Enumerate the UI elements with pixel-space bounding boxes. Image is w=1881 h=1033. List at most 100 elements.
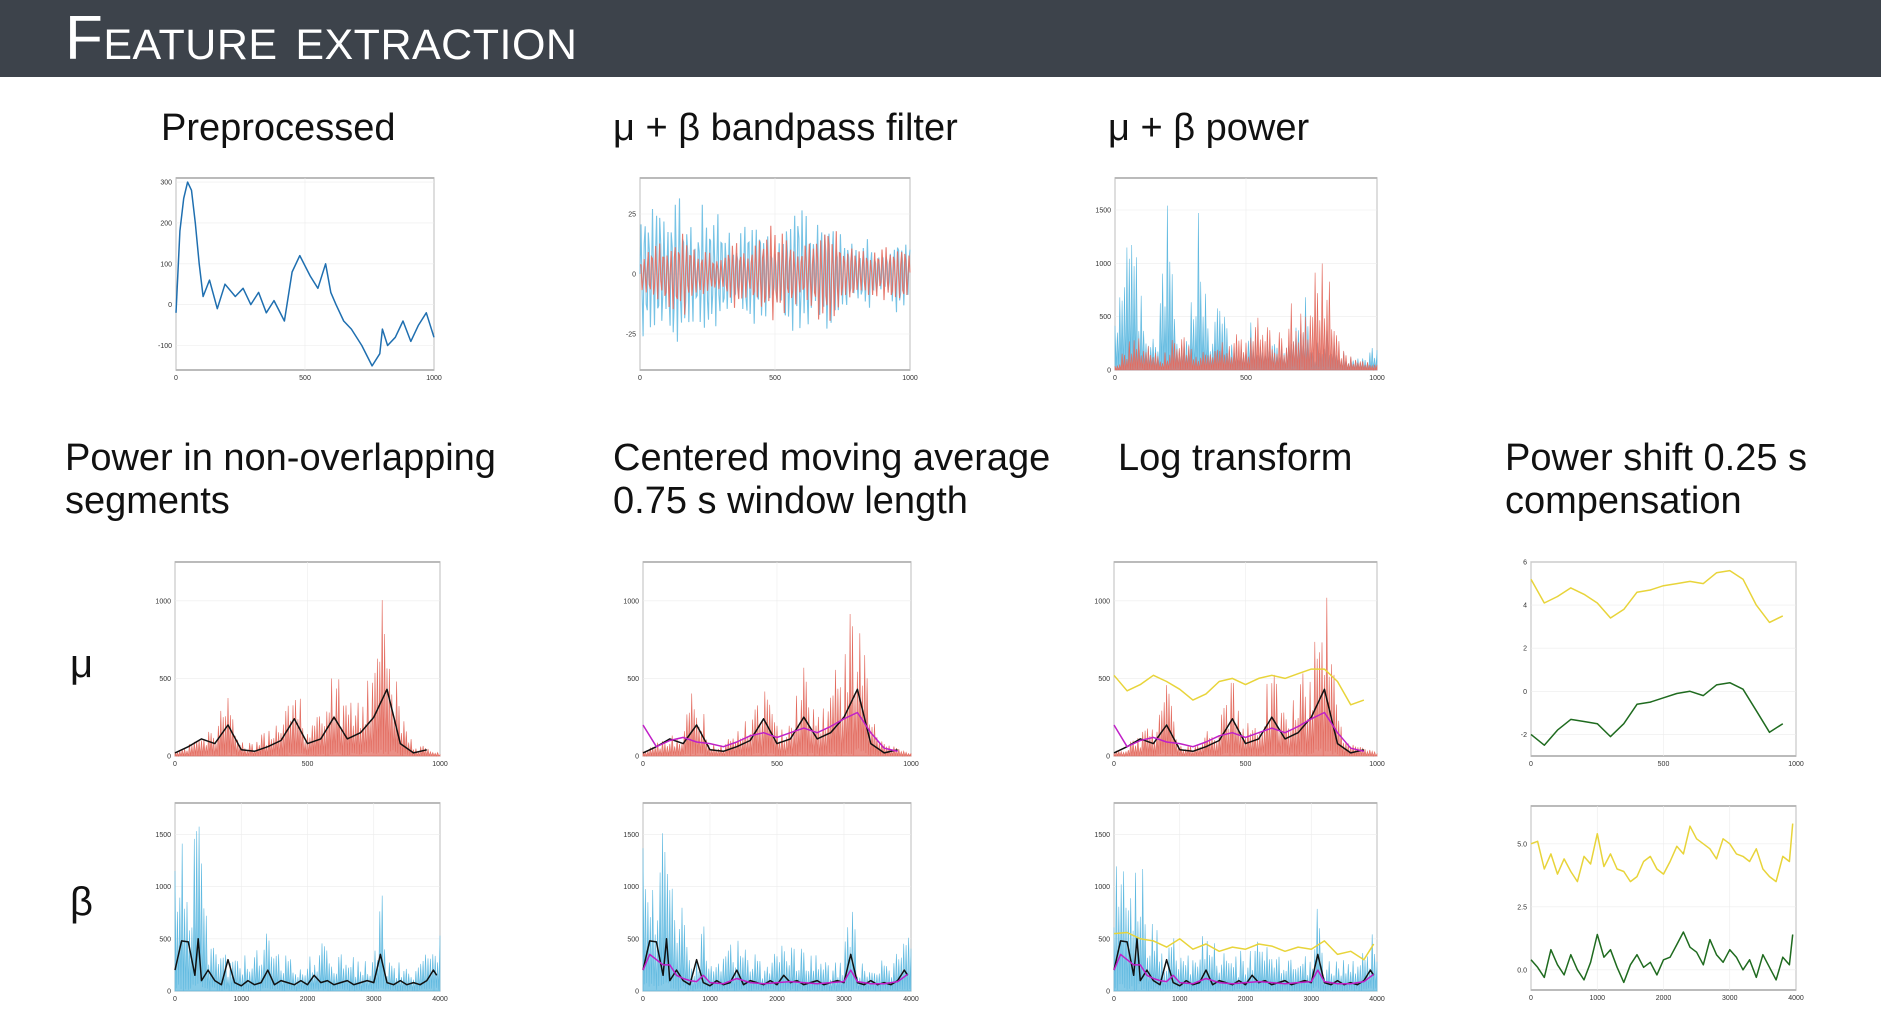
y-tick-label: 0: [1106, 989, 1110, 996]
x-tick-label: 500: [299, 375, 311, 382]
y-tick-label: 1000: [1094, 598, 1110, 605]
x-tick-label: 0: [641, 761, 645, 768]
y-tick-label: 0: [632, 272, 636, 279]
y-tick-label: 200: [160, 220, 172, 227]
label-preprocessed: Preprocessed: [161, 107, 396, 149]
x-tick-label: 1000: [1788, 761, 1804, 768]
y-tick-label: 1000: [623, 598, 639, 605]
label-moving-average: Centered moving average 0.75 s window le…: [613, 437, 1050, 523]
y-tick-label: 1500: [1094, 832, 1110, 839]
y-tick-label: 0: [1106, 754, 1110, 761]
y-tick-label: 1000: [155, 598, 171, 605]
label-power-shift: Power shift 0.25 s compensation: [1505, 437, 1807, 523]
y-tick-label: 0: [167, 989, 171, 996]
series-line: [174, 938, 438, 987]
x-tick-label: 3000: [836, 996, 852, 1003]
x-tick-label: 0: [1112, 996, 1116, 1003]
label-power-shift-line1: Power shift 0.25 s: [1505, 437, 1808, 479]
x-tick-label: 2000: [769, 996, 785, 1003]
label-segments-line2: segments: [65, 480, 230, 522]
y-tick-label: 1000: [155, 884, 171, 891]
series-line: [1113, 688, 1365, 754]
row-label-beta: β: [70, 880, 94, 924]
series-line: [1530, 681, 1784, 746]
y-tick-label: 1000: [1095, 261, 1111, 268]
chart-power: 0 500 1000 1500 1000 500 0: [1089, 172, 1385, 388]
chart-bandpass: 0 500 1000 25 0 -25: [614, 172, 918, 388]
y-tick-label: 500: [1098, 936, 1110, 943]
x-tick-label: 4000: [1369, 996, 1385, 1003]
x-tick-label: 1000: [233, 996, 249, 1003]
chart-beta-moving-average: 0 1000 2000 3000 4000 1500 1000 500 0: [617, 797, 919, 1009]
x-tick-label: 0: [1529, 995, 1533, 1002]
chart-beta-segments: 0 1000 2000 3000 4000 1500 1000 500 0: [149, 797, 448, 1009]
y-tick-label: 0.0: [1517, 967, 1527, 974]
x-tick-label: 500: [1240, 375, 1252, 382]
y-tick-label: 5.0: [1517, 841, 1527, 848]
series-line: [1113, 668, 1365, 706]
y-tick-label: 2.5: [1517, 904, 1527, 911]
x-tick-label: 500: [771, 761, 783, 768]
x-tick-label: 1000: [1369, 761, 1385, 768]
x-tick-label: 3000: [366, 996, 382, 1003]
x-tick-label: 0: [1112, 761, 1116, 768]
label-power: μ + β power: [1108, 107, 1310, 149]
series-spikes: [1114, 263, 1378, 371]
x-tick-label: 2000: [300, 996, 316, 1003]
series-line: [642, 688, 898, 754]
x-tick-label: 0: [641, 996, 645, 1003]
y-tick-label: 1000: [623, 884, 639, 891]
x-tick-label: 500: [1240, 761, 1252, 768]
x-tick-label: 500: [769, 375, 781, 382]
series-spikes: [642, 613, 912, 758]
x-tick-label: 0: [174, 375, 178, 382]
x-tick-label: 0: [1113, 375, 1117, 382]
y-tick-label: 0: [1107, 368, 1111, 375]
series-line: [642, 711, 898, 753]
x-tick-label: 500: [302, 761, 314, 768]
series-line: [175, 181, 435, 367]
chart-mu-log: 0 500 1000 1000 500 0: [1088, 556, 1385, 774]
x-tick-label: 1000: [702, 996, 718, 1003]
chart-mu-segments: 0 500 1000 1000 500 0: [149, 556, 448, 774]
series-line: [1113, 953, 1375, 985]
series-oscillation: [639, 225, 911, 321]
chart-beta-log: 0 1000 2000 3000 4000 1500 1000 500 0: [1088, 797, 1385, 1009]
y-tick-label: 0: [1523, 689, 1527, 696]
series-line: [1113, 711, 1365, 753]
y-tick-label: 4: [1523, 603, 1527, 610]
label-segments-line1: Power in non-overlapping: [65, 437, 496, 479]
y-tick-label: 500: [627, 676, 639, 683]
x-tick-label: 2000: [1656, 995, 1672, 1002]
y-tick-label: 1000: [1094, 884, 1110, 891]
y-tick-label: 500: [159, 936, 171, 943]
x-tick-label: 0: [638, 375, 642, 382]
y-tick-label: -2: [1521, 732, 1527, 739]
x-tick-label: 1000: [426, 375, 442, 382]
series-spikes: [1113, 597, 1378, 758]
y-tick-label: 0: [635, 989, 639, 996]
x-tick-label: 1000: [903, 761, 919, 768]
y-tick-label: 0: [635, 754, 639, 761]
x-tick-label: 1000: [432, 761, 448, 768]
x-tick-label: 3000: [1303, 996, 1319, 1003]
y-tick-label: 500: [627, 936, 639, 943]
chart-mu-moving-average: 0 500 1000 1000 500 0: [617, 556, 919, 774]
y-tick-label: 0: [168, 302, 172, 309]
label-power-shift-line2: compensation: [1505, 480, 1742, 522]
x-tick-label: 4000: [1788, 995, 1804, 1002]
y-tick-label: 1500: [1095, 208, 1111, 215]
series-line: [1530, 931, 1794, 984]
series-line: [1530, 569, 1784, 624]
y-tick-label: 100: [160, 261, 172, 268]
y-tick-label: 500: [159, 676, 171, 683]
header-bar: Feature extraction: [0, 0, 1881, 77]
series-spikes: [174, 600, 441, 758]
x-tick-label: 1000: [902, 375, 918, 382]
row-label-mu: μ: [70, 642, 94, 686]
label-moving-average-line2: 0.75 s window length: [613, 480, 968, 522]
y-tick-label: 1500: [623, 832, 639, 839]
chart-beta-shift: 0 1000 2000 3000 4000 5.0 2.5 0.0: [1505, 800, 1804, 1008]
y-tick-label: 0: [167, 754, 171, 761]
chart-preprocessed: 0 500 1000 300 200 100 0 -100: [150, 172, 442, 388]
